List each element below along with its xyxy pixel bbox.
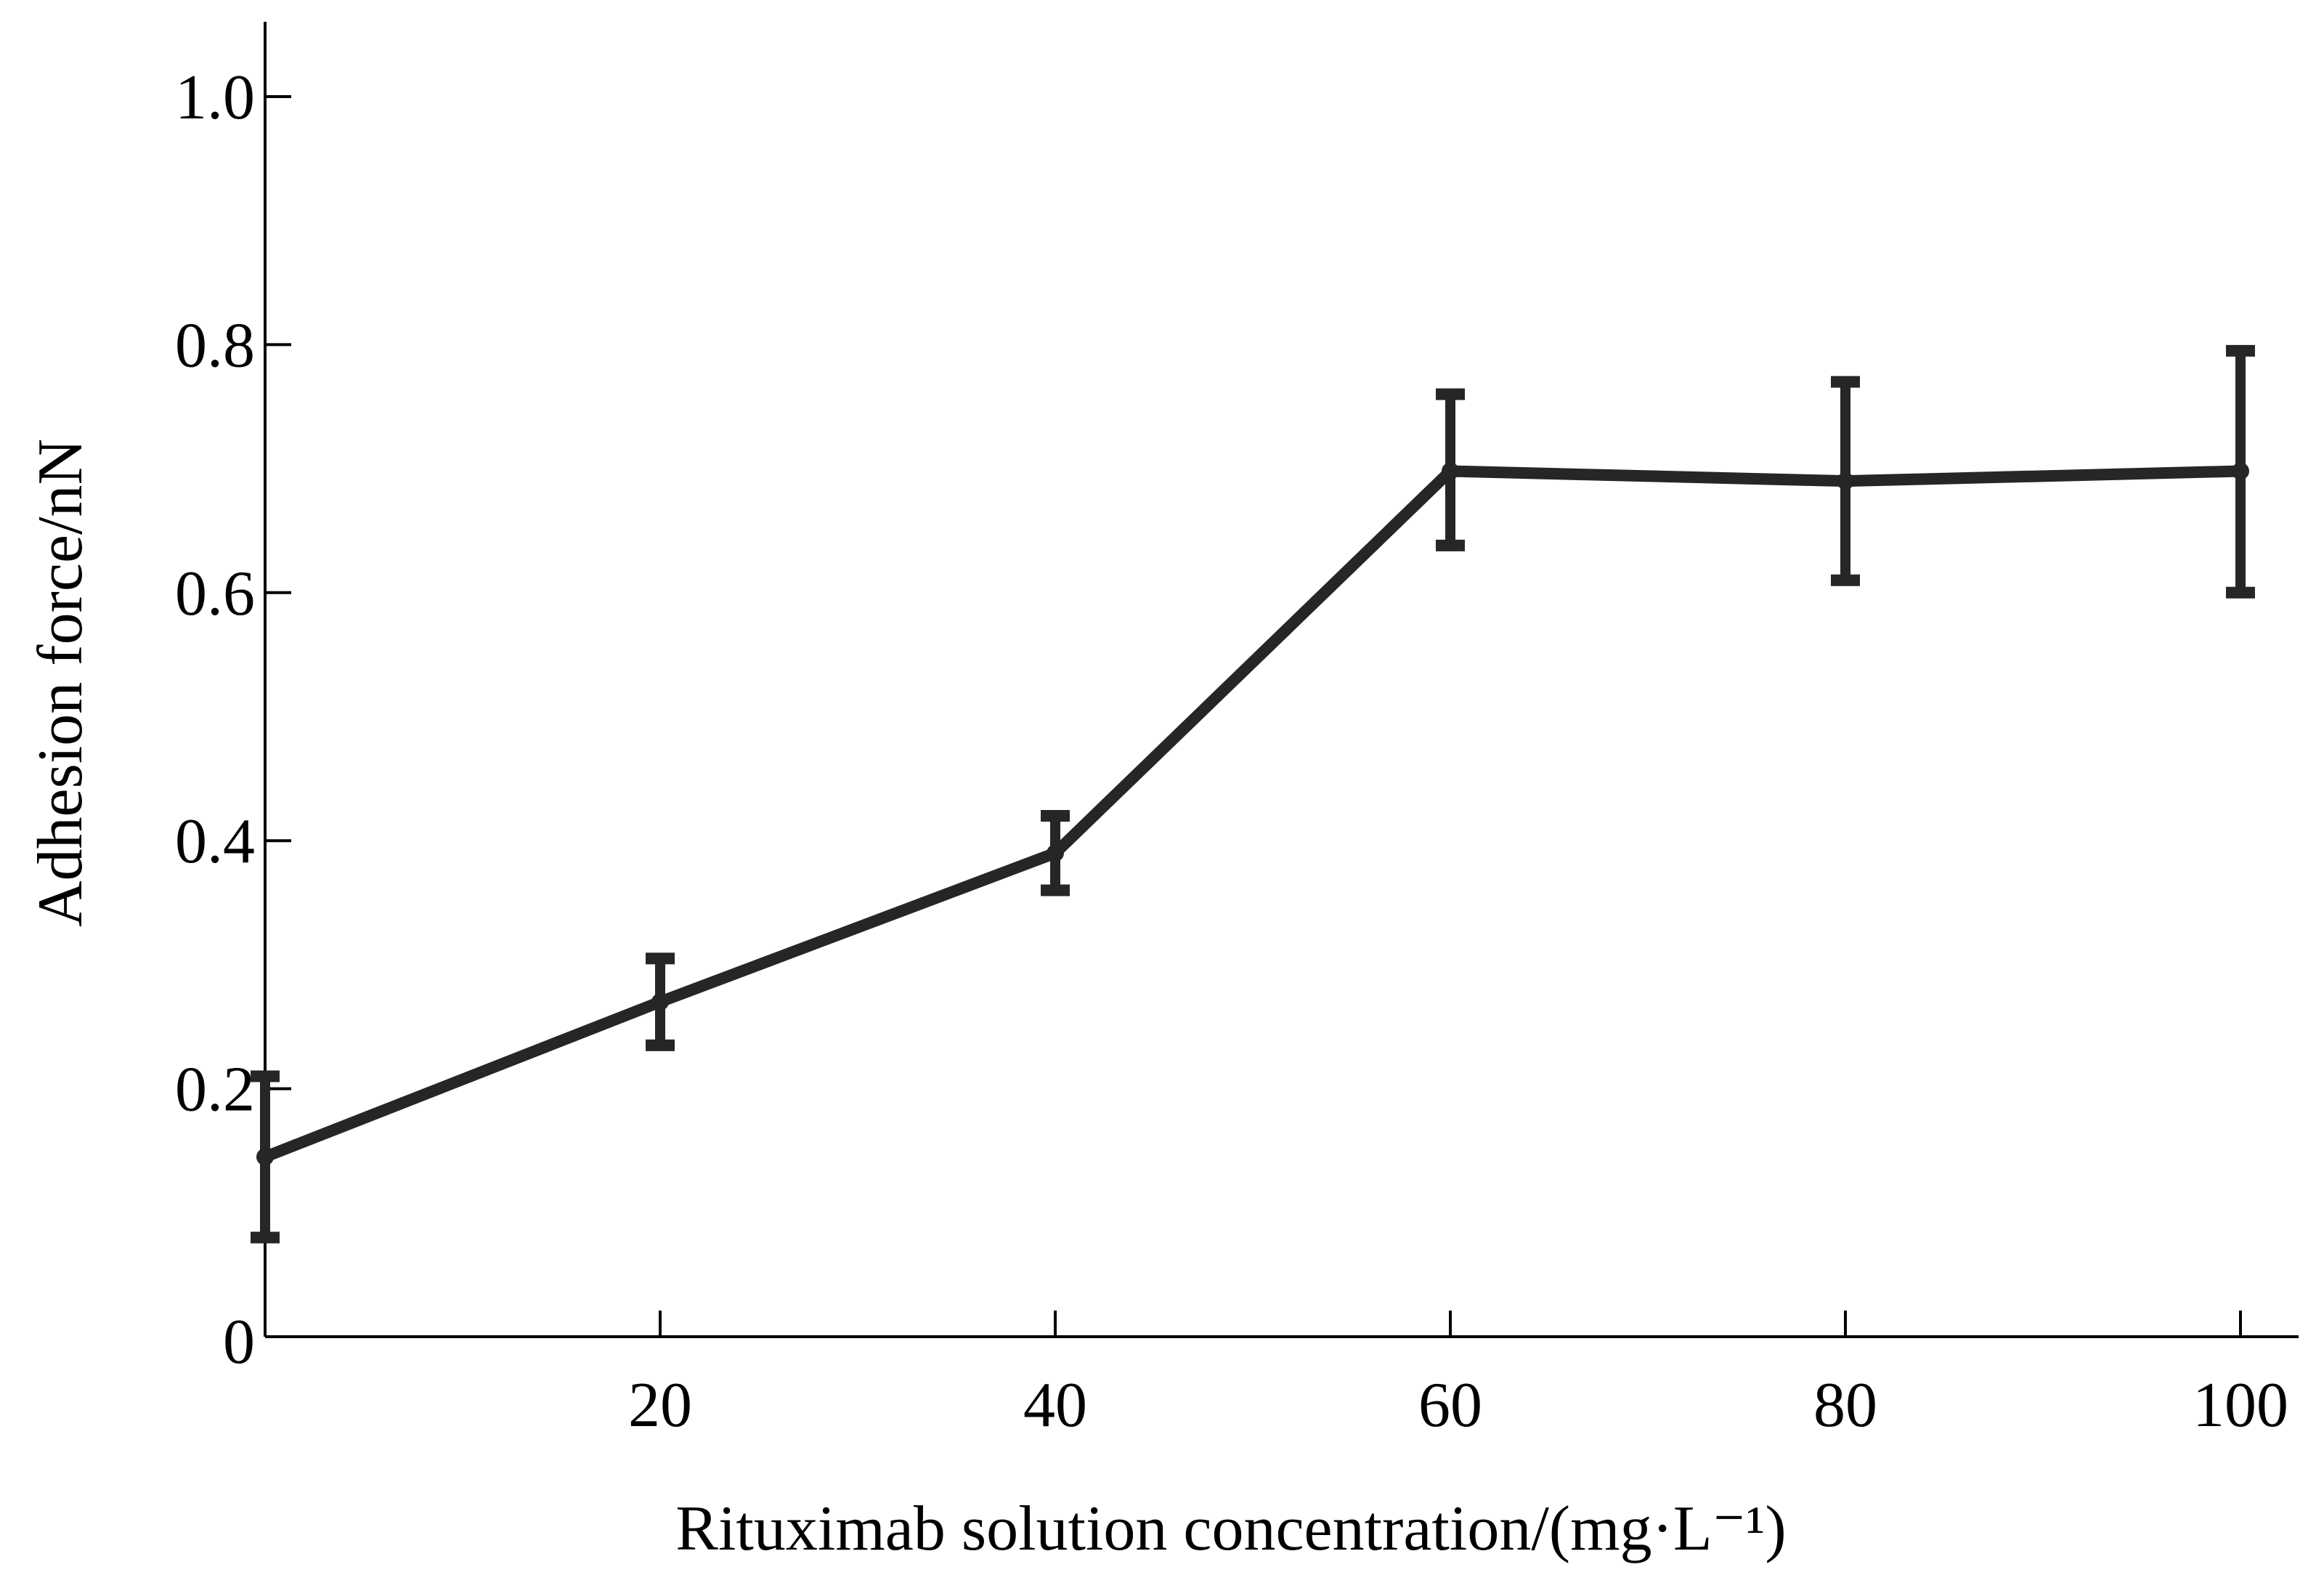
data-point: [2232, 462, 2249, 480]
data-point: [256, 1148, 274, 1166]
axes: [264, 22, 2299, 1338]
data-point: [1047, 844, 1064, 862]
data-point: [1442, 462, 1459, 480]
y-tick-label: 0.6: [175, 559, 255, 629]
y-tick-label: 0.8: [175, 310, 255, 381]
y-tick-label: 0.2: [175, 1055, 255, 1125]
x-axis-label: Rituximab solution concentration/(mg·L⁻¹…: [675, 1494, 1786, 1564]
y-tick-label: 0.4: [175, 806, 255, 877]
x-tick-label: 100: [2193, 1370, 2288, 1441]
x-tick-label: 80: [1813, 1370, 1877, 1441]
data-point: [1837, 472, 1854, 490]
y-tick-label: 0: [223, 1307, 255, 1377]
x-ticks: 20 40 60 80 100: [628, 1311, 2288, 1441]
x-tick-label: 40: [1023, 1370, 1087, 1441]
y-axis-label: Adhesion force/nN: [25, 439, 96, 927]
y-ticks: 0 0.2 0.4 0.6 0.8 1.0: [175, 62, 291, 1377]
y-tick-label: 1.0: [175, 62, 255, 133]
series-layer: [251, 344, 2255, 1244]
x-tick-label: 60: [1418, 1370, 1482, 1441]
series-line: [259, 465, 2246, 1163]
x-tick-label: 20: [628, 1370, 692, 1441]
data-point: [651, 993, 669, 1011]
